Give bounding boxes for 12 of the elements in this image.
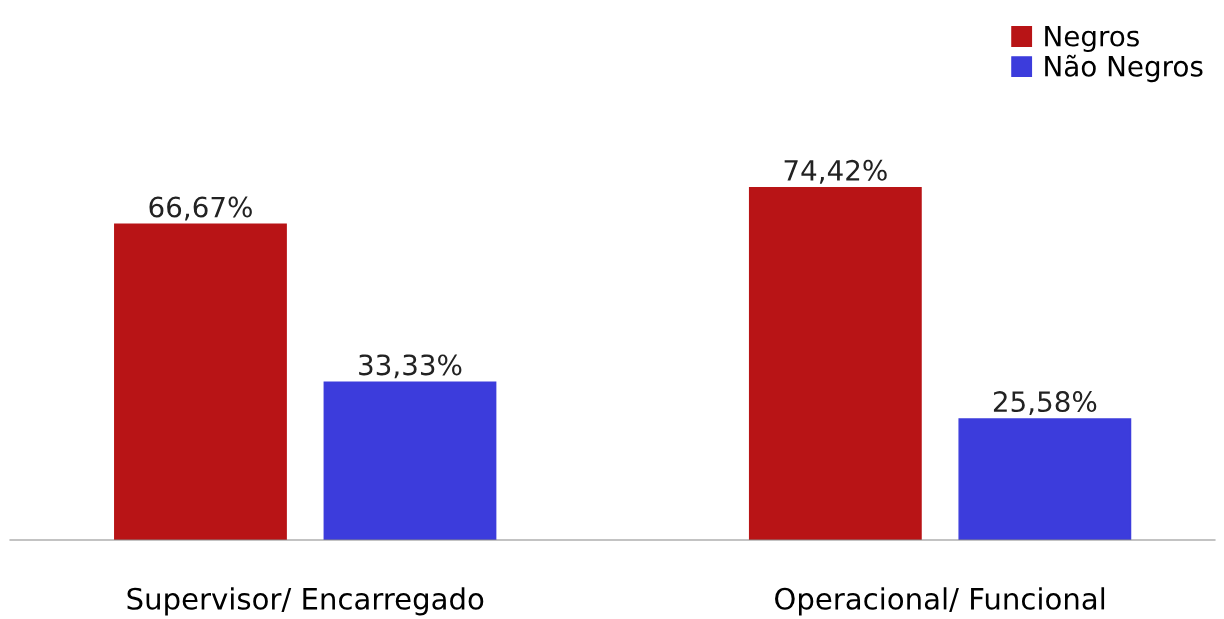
bar (114, 223, 287, 540)
bar (748, 186, 922, 540)
legend-label: Negros (1045, 25, 1139, 52)
bar (323, 381, 497, 540)
data-label: 25,58% (993, 391, 1097, 415)
bar (958, 418, 1132, 540)
data-label: 66,67% (149, 196, 252, 221)
x-tick-label: Operacional/ Funcional (775, 587, 1105, 616)
x-tick-label: Supervisor/ Encarregado (127, 587, 484, 616)
data-label: 33,33% (359, 354, 462, 379)
legend-label: Não Negros (1045, 54, 1203, 83)
data-label: 74,42% (784, 159, 887, 184)
